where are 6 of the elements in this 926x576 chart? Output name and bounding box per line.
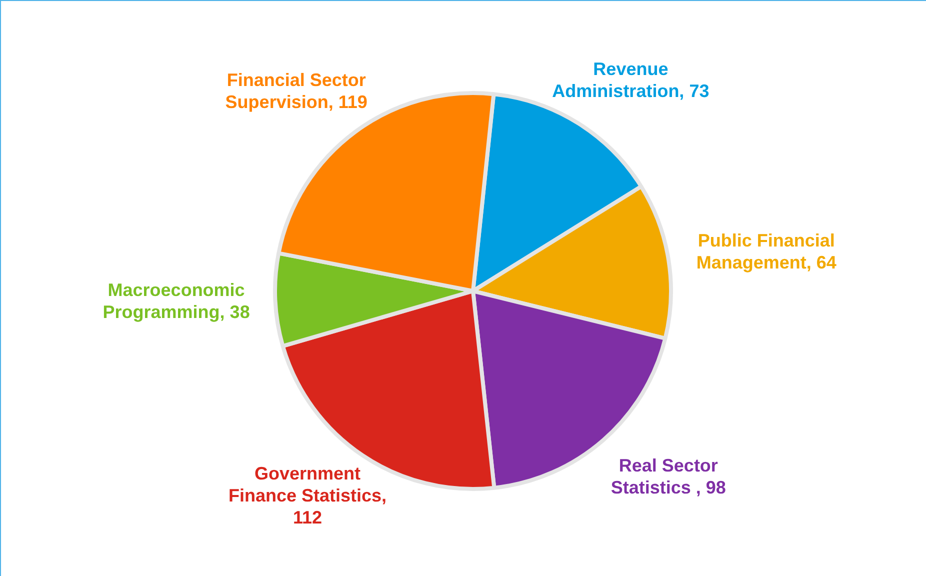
slice-label: Government Finance Statistics, 112 — [228, 464, 387, 528]
slice-label: Macroeconomic Programming, 38 — [102, 280, 250, 322]
slice-label: Real Sector Statistics , 98 — [610, 455, 726, 498]
slice-label: Public Financial Management, 64 — [696, 230, 836, 272]
slice-label: Financial Sector Supervision, 119 — [225, 70, 368, 112]
slice-label: Revenue Administration, 73 — [552, 59, 710, 102]
